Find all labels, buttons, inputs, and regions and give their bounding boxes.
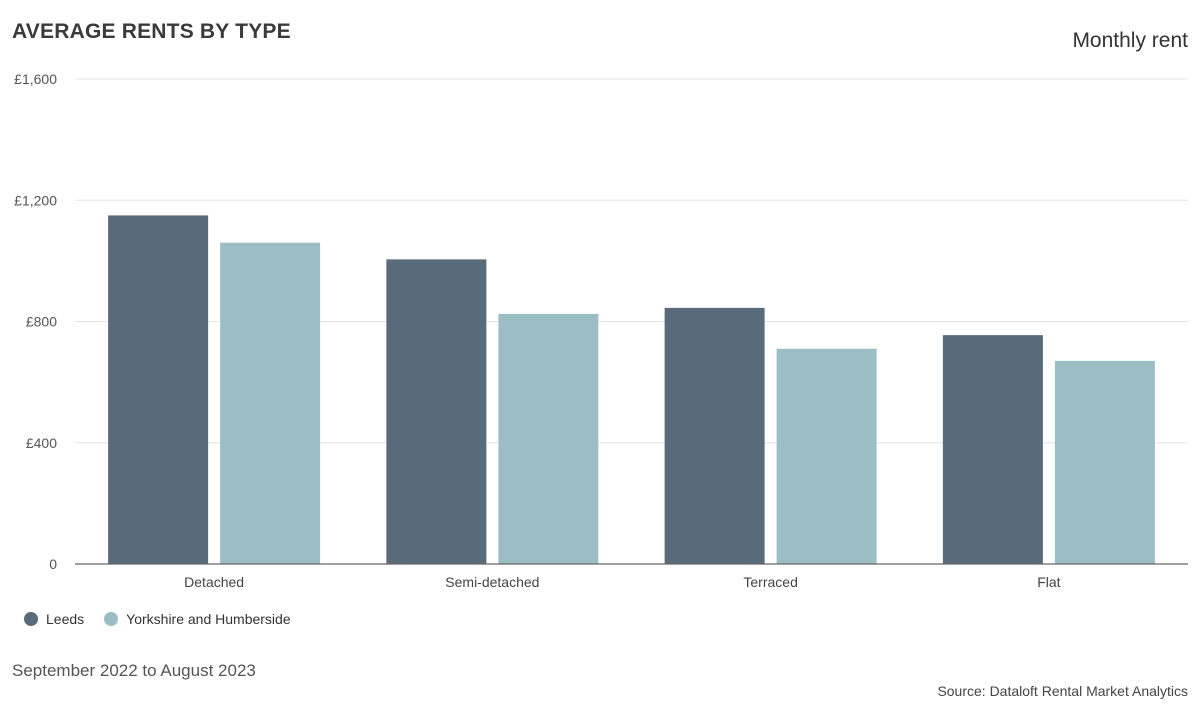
bar-1-3 [1054,360,1155,564]
x-tick-label: Semi-detached [445,574,539,590]
x-tick-label: Terraced [743,574,797,590]
legend-label-series-1: Yorkshire and Humberside [126,611,291,627]
x-tick-label: Detached [184,574,244,590]
legend: Leeds Yorkshire and Humberside [24,611,311,627]
bar-1-2 [776,348,877,564]
legend-swatch-series-0 [24,612,38,626]
bar-0-0 [108,215,209,564]
y-tick-label: £1,600 [14,71,57,87]
y-tick-label: £1,200 [14,192,57,208]
y-tick-label: £800 [26,314,57,330]
chart-title: AVERAGE RENTS BY TYPE [12,20,291,43]
legend-label-series-0: Leeds [46,611,85,627]
source-note: Source: Dataloft Rental Market Analytics [937,683,1188,699]
bar-0-2 [664,307,765,564]
chart-subtitle: Monthly rent [1072,29,1188,52]
bar-1-0 [220,242,321,564]
legend-swatch-series-1 [104,612,119,626]
bar-1-1 [498,313,599,564]
legend-item-series-1[interactable]: Yorkshire and Humberside [104,611,291,627]
x-tick-label: Flat [1037,574,1060,590]
legend-item-series-0[interactable]: Leeds [24,611,84,627]
y-tick-label: £400 [26,435,57,451]
bar-0-3 [942,335,1043,564]
bar-0-1 [386,259,487,564]
y-tick-label: 0 [49,556,57,572]
date-range: September 2022 to August 2023 [12,661,256,680]
